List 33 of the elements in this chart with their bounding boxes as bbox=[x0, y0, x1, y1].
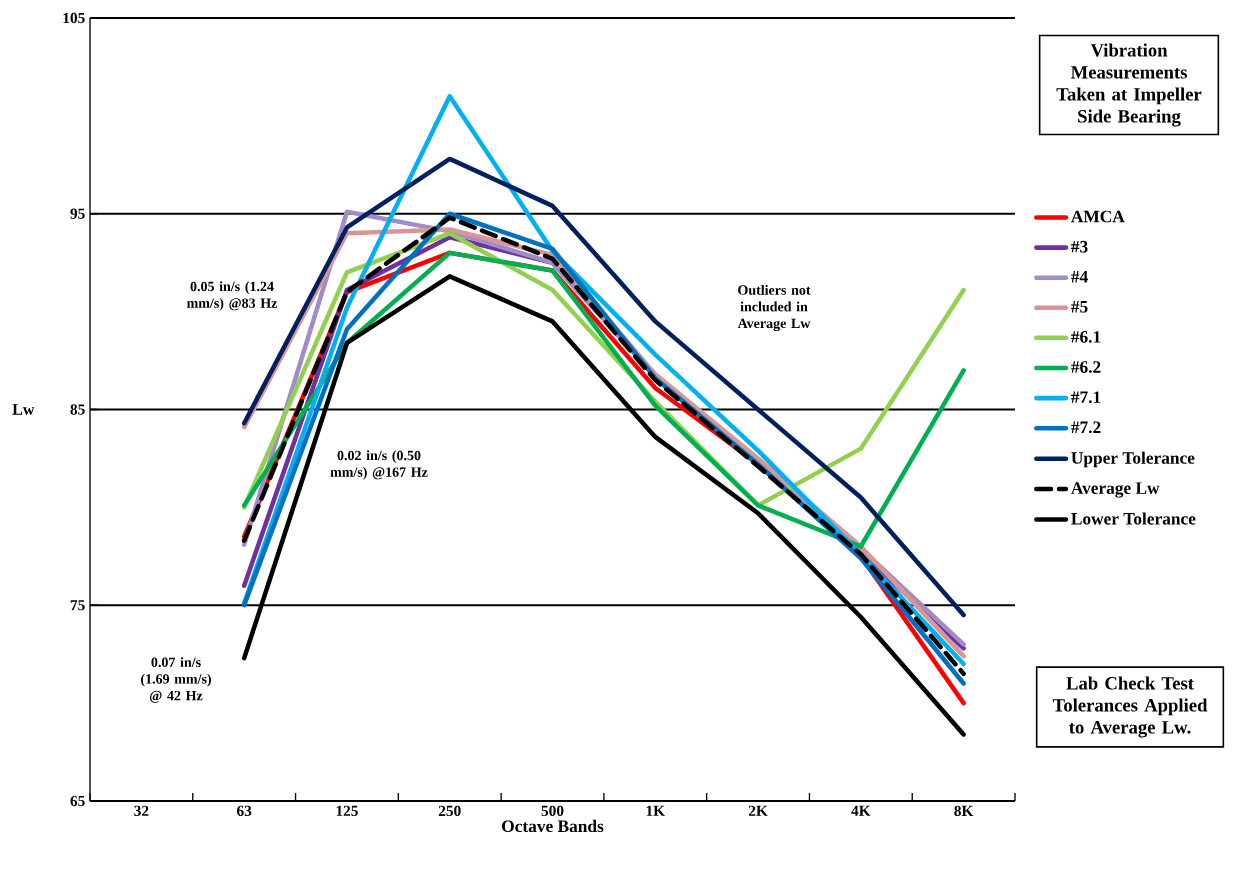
annotation: 0.05 in/s (1.24 mm/s) @83 Hz bbox=[186, 281, 278, 311]
legend-label: #4 bbox=[1071, 271, 1088, 283]
x-tick-label: 250 bbox=[438, 805, 461, 817]
x-tick-label: 1K bbox=[646, 805, 665, 816]
text: Vibration Measurements Taken at Impeller Side Bearing bbox=[1056, 43, 1202, 127]
x-tick-label: 4K bbox=[851, 805, 871, 816]
x-tick-label: 125 bbox=[336, 805, 358, 816]
y-tick-label: 75 bbox=[70, 600, 85, 611]
legend-label: #6.2 bbox=[1071, 361, 1101, 373]
annotation: 0.02 in/s (0.50 mm/s) @167 Hz bbox=[330, 450, 428, 480]
legend-label: #5 bbox=[1071, 301, 1088, 313]
y-axis-title: Lw bbox=[12, 404, 35, 415]
legend-label: Average Lw bbox=[1071, 482, 1160, 498]
y-tick-label: 65 bbox=[70, 795, 85, 807]
annotation: Outliers not included in Average Lw bbox=[737, 284, 811, 332]
x-tick-label: 500 bbox=[541, 805, 564, 817]
x-axis-title: Octave Bands bbox=[502, 819, 604, 833]
legend-label: AMCA bbox=[1071, 210, 1125, 223]
annotation: 0.07 in/s (1.69 mm/s) @ 42 Hz bbox=[141, 657, 211, 703]
x-tick-label: 8K bbox=[954, 805, 974, 817]
x-tick-label: 32 bbox=[134, 805, 149, 816]
legend-label: Upper Tolerance bbox=[1071, 451, 1195, 468]
legend-label: #3 bbox=[1071, 240, 1088, 253]
legend-label: #6.1 bbox=[1071, 331, 1101, 343]
legend-label: #7.2 bbox=[1071, 421, 1101, 434]
x-tick-label: 2K bbox=[748, 805, 768, 816]
text: Lab Check Test Tolerances Applied to Average Lw. bbox=[1052, 676, 1208, 738]
legend-label: #7.1 bbox=[1071, 391, 1101, 404]
y-tick-label: 95 bbox=[70, 208, 85, 219]
x-tick-label: 63 bbox=[237, 805, 252, 816]
y-tick-label: 105 bbox=[63, 12, 85, 24]
legend-label: Lower Tolerance bbox=[1071, 512, 1196, 525]
y-tick-label: 85 bbox=[70, 404, 85, 415]
